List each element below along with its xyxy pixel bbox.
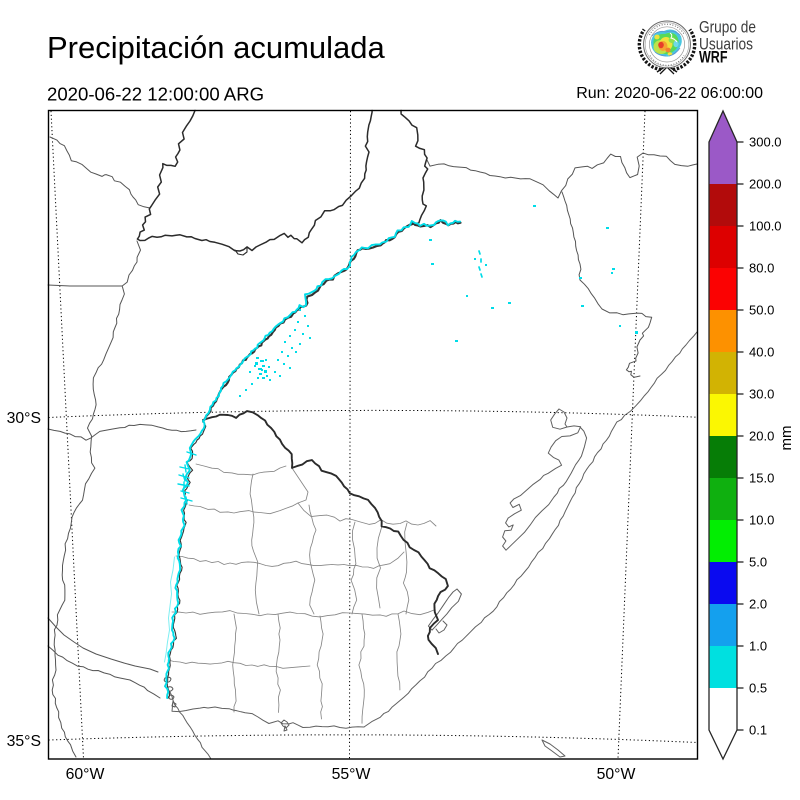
svg-text:50.0: 50.0 — [749, 303, 774, 318]
svg-text:0.1: 0.1 — [749, 723, 767, 738]
svg-text:40.0: 40.0 — [749, 345, 774, 360]
svg-text:20.0: 20.0 — [749, 429, 774, 444]
svg-text:Usuarios: Usuarios — [699, 35, 753, 54]
svg-text:80.0: 80.0 — [749, 261, 774, 276]
svg-text:1.0: 1.0 — [749, 639, 767, 654]
svg-text:10.0: 10.0 — [749, 513, 774, 528]
svg-text:2020-06-22 12:00:00 ARG: 2020-06-22 12:00:00 ARG — [47, 84, 264, 105]
svg-text:15.0: 15.0 — [749, 471, 774, 486]
svg-text:Grupo de: Grupo de — [699, 18, 756, 37]
svg-text:200.0: 200.0 — [749, 177, 782, 192]
svg-text:Precipitación acumulada: Precipitación acumulada — [47, 30, 386, 65]
svg-text:300.0: 300.0 — [749, 135, 782, 150]
svg-text:35°S: 35°S — [7, 733, 41, 750]
svg-text:55°W: 55°W — [332, 766, 371, 783]
svg-text:0.5: 0.5 — [749, 681, 767, 696]
svg-text:Run: 2020-06-22 06:00:00: Run: 2020-06-22 06:00:00 — [576, 85, 763, 102]
svg-text:30°S: 30°S — [7, 410, 41, 427]
svg-text:100.0: 100.0 — [749, 219, 782, 234]
svg-text:2.0: 2.0 — [749, 597, 767, 612]
svg-text:30.0: 30.0 — [749, 387, 774, 402]
svg-text:60°W: 60°W — [66, 766, 105, 783]
svg-text:5.0: 5.0 — [749, 555, 767, 570]
svg-text:WRF: WRF — [699, 48, 728, 67]
svg-text:mm: mm — [778, 426, 795, 451]
svg-text:50°W: 50°W — [597, 766, 636, 783]
